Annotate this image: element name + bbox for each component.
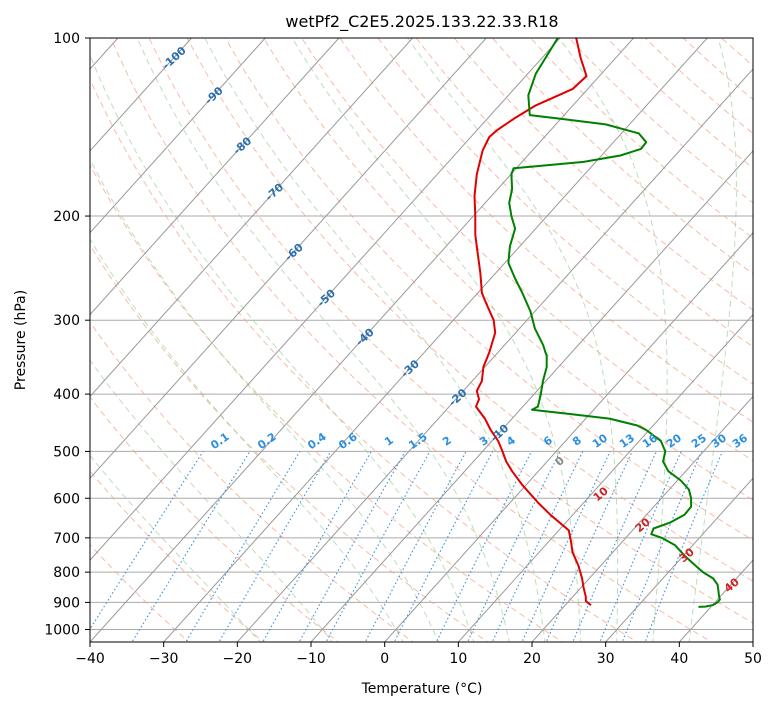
- isotherm-line: [163, 38, 708, 642]
- moist-adiabat-line: [407, 38, 619, 642]
- plot-area: [90, 38, 753, 642]
- mixing-ratio-line: [131, 451, 251, 642]
- mixing-ratio-lines: [90, 451, 723, 642]
- dry-adiabat-line: [90, 470, 265, 642]
- isotherm-line: [531, 395, 753, 642]
- isotherm-line: [384, 231, 753, 642]
- dry-adiabat-line: [186, 38, 753, 582]
- temperature-profile-line: [473, 38, 592, 606]
- y-tick-label: 700: [53, 531, 80, 547]
- isotherm-line: [236, 68, 753, 642]
- isotherm-line: [90, 38, 634, 642]
- mixing-ratio-line: [364, 451, 467, 642]
- mixing-ratio-line: [644, 451, 723, 642]
- mixing-ratio-line: [90, 451, 204, 631]
- x-tick-label: 40: [670, 651, 688, 667]
- dry-adiabat-line: [110, 38, 713, 642]
- moist-adiabat-line: [90, 359, 333, 642]
- y-tick-label: 300: [53, 313, 80, 329]
- mixing-ratio-line: [393, 451, 494, 642]
- isotherm-line: [310, 150, 753, 642]
- dry-adiabat-line: [90, 321, 414, 642]
- x-tick-label: 50: [744, 651, 762, 667]
- y-tick-label: 100: [53, 31, 80, 47]
- moist-adiabat-line: [291, 38, 582, 642]
- x-tick-label: −20: [223, 651, 253, 667]
- isotherm-line: [90, 38, 487, 480]
- y-tick-label: 500: [53, 444, 80, 460]
- x-tick-label: 10: [449, 651, 467, 667]
- x-axis-label: Temperature (°C): [361, 681, 483, 697]
- y-tick-label: 800: [53, 565, 80, 581]
- mixing-ratio-line: [491, 451, 584, 642]
- isotherm-line: [90, 38, 340, 316]
- y-axis-label: Pressure (hPa): [13, 290, 29, 390]
- moist-adiabat-line: [204, 38, 546, 642]
- x-tick-label: 30: [597, 651, 615, 667]
- y-axis-ticks: 100 200 300 400 500 600 700 800 900 1000: [44, 31, 90, 638]
- dry-adiabat-line: [90, 244, 489, 642]
- isotherm-line: [90, 38, 192, 152]
- mixing-ratio-line: [466, 451, 561, 642]
- isotherm-line: [605, 477, 753, 642]
- dry-adiabat-line: [263, 38, 753, 501]
- x-tick-label: −40: [75, 651, 105, 667]
- profiles: [473, 38, 721, 608]
- mixing-ratio-line: [621, 451, 703, 642]
- x-tick-label: 20: [523, 651, 541, 667]
- dry-adiabat-line: [90, 78, 638, 642]
- y-tick-label: 600: [53, 491, 80, 507]
- x-tick-label: 0: [380, 651, 389, 667]
- y-tick-label: 1000: [44, 622, 80, 638]
- dry-adiabat-line: [415, 38, 753, 348]
- dry-adiabat-line: [90, 396, 340, 642]
- dry-adiabat-line: [90, 543, 190, 642]
- mixing-ratio-line: [325, 451, 431, 642]
- moist-adiabat-line: [688, 38, 737, 642]
- isotherm-line: [90, 38, 266, 234]
- mixing-ratio-line: [218, 451, 332, 642]
- moist-adiabat-line: [136, 38, 510, 642]
- x-axis-ticks: −40 −30 −20 −10 0 10 20 30 40 50: [75, 642, 762, 667]
- moist-adiabat-line: [90, 53, 475, 642]
- plot-frame: [89, 37, 754, 643]
- y-tick-label: 900: [53, 595, 80, 611]
- moist-adiabat-line: [90, 454, 261, 642]
- dry-adiabat-line: [224, 38, 753, 541]
- isotherm-line: [90, 38, 561, 561]
- x-tick-label: −10: [296, 651, 326, 667]
- dewpoint-profile-line: [507, 38, 721, 608]
- x-tick-label: −30: [149, 651, 179, 667]
- isotherm-line: [457, 313, 753, 642]
- moist-adiabat-line: [558, 38, 668, 642]
- isotherms: [90, 38, 753, 642]
- isotherm-line: [90, 38, 413, 398]
- dry-adiabat-line: [90, 163, 564, 642]
- y-tick-label: 200: [53, 209, 80, 225]
- y-tick-label: 400: [53, 387, 80, 403]
- mixing-ratio-line: [599, 451, 682, 642]
- moist-adiabat-line: [90, 158, 440, 642]
- chart-title: wetPf2_C2E5.2025.133.22.33.R18: [285, 12, 558, 32]
